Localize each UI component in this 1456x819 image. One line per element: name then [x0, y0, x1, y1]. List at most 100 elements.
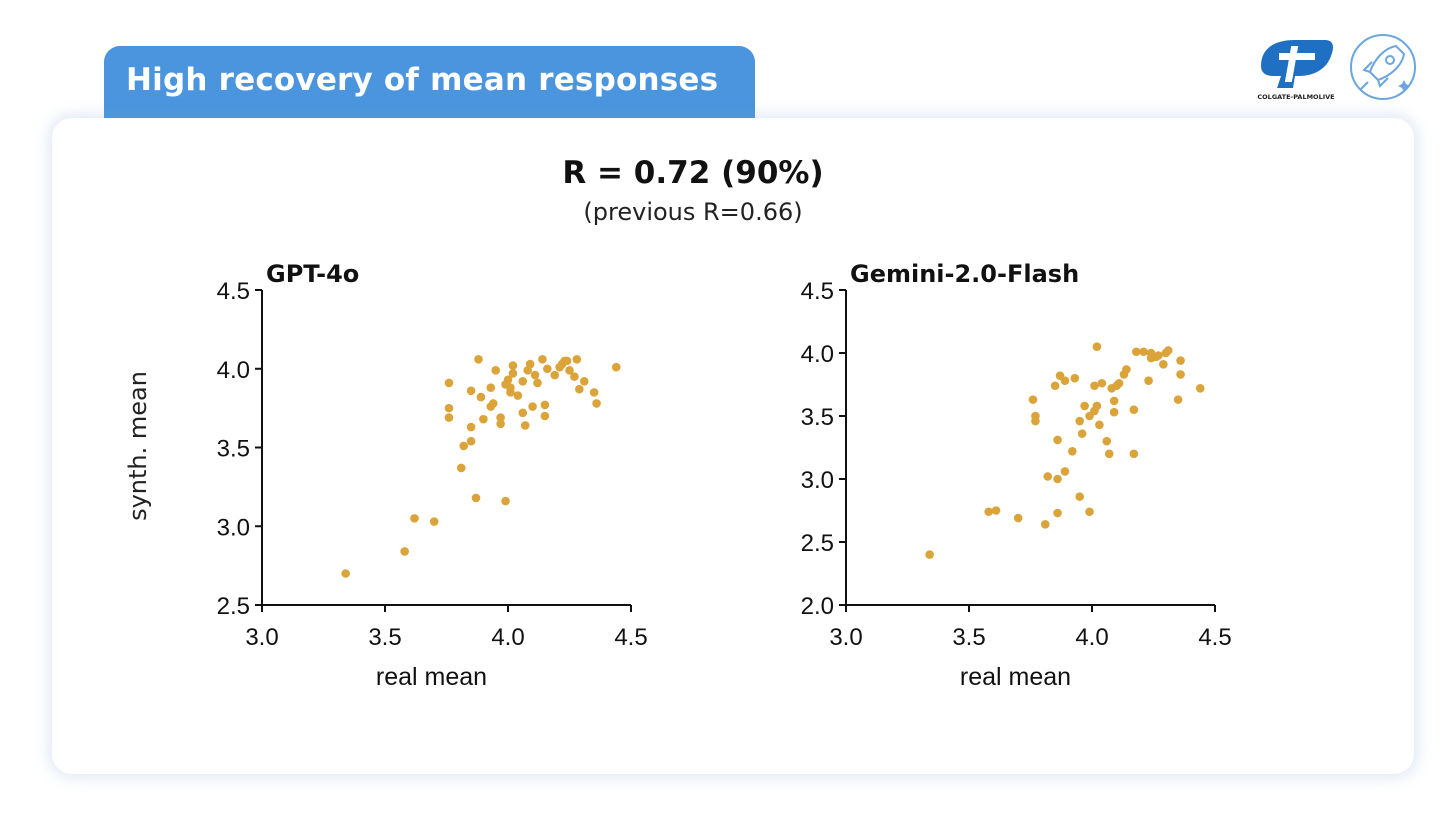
data-point [1195, 383, 1205, 393]
data-point [466, 386, 476, 396]
data-point [1173, 395, 1183, 404]
correlation-headline: R = 0.72 (90%) [562, 155, 824, 191]
data-point [513, 391, 523, 400]
data-point [496, 413, 505, 422]
chart-title: Gemini-2.0-Flash [850, 260, 1079, 288]
data-point [530, 370, 540, 380]
data-point [1109, 407, 1119, 417]
data-point [479, 414, 488, 424]
y-tick-label: 3.0 [217, 514, 250, 541]
data-point [1075, 492, 1084, 501]
data-point [476, 392, 486, 402]
data-point [1080, 401, 1089, 411]
data-point [525, 359, 535, 369]
data-point [508, 361, 518, 370]
data-point [1077, 429, 1087, 438]
data-point [991, 506, 1001, 515]
data-point [444, 403, 454, 413]
data-point [444, 378, 454, 388]
data-point [486, 383, 496, 392]
content-card [52, 118, 1414, 774]
data-point [1092, 401, 1102, 411]
data-point [1060, 376, 1070, 386]
data-point [466, 436, 476, 446]
data-point [1043, 472, 1053, 481]
data-point [1095, 420, 1104, 430]
slide-title: High recovery of mean responses [126, 62, 719, 98]
data-point [540, 411, 550, 421]
y-tick-label: 4.0 [801, 341, 834, 368]
data-point [1075, 416, 1084, 426]
y-tick-label: 2.5 [801, 530, 834, 557]
colgate-palmolive-logo-icon: COLGATE-PALMOLIVE [1257, 40, 1335, 101]
data-point [1139, 347, 1148, 357]
colgate-logo-text: COLGATE-PALMOLIVE [1257, 93, 1334, 101]
y-tick-label: 2.5 [217, 593, 250, 620]
data-point [1163, 346, 1173, 355]
data-point [984, 507, 993, 517]
data-point [1068, 446, 1077, 456]
x-tick-label: 4.0 [491, 624, 524, 651]
rocket-icon [1350, 34, 1416, 100]
x-tick-label: 4.0 [1075, 624, 1108, 651]
data-point [444, 413, 454, 422]
x-tick-label: 3.5 [368, 624, 401, 651]
y-tick-label: 4.5 [217, 278, 250, 305]
data-point [540, 400, 550, 410]
data-point [1031, 411, 1040, 421]
x-tick-label: 3.0 [829, 624, 862, 651]
data-point [1028, 395, 1038, 404]
data-point [474, 355, 483, 364]
gemini-2-flash-scatter-plot: 3.0 3.5 4.0 4.5 2.0 2.5 3.0 3.5 4.0 4.5 Gemini-2.0… [801, 260, 1232, 691]
data-point [1102, 436, 1112, 446]
data-point [538, 355, 547, 364]
data-point [520, 421, 530, 430]
x-axis-label: real mean [960, 663, 1071, 691]
data-point [1176, 356, 1185, 365]
data-point [488, 399, 498, 408]
data-point [543, 364, 552, 374]
data-point [501, 496, 510, 506]
data-point [508, 369, 518, 378]
y-tick-label: 3.0 [801, 467, 834, 494]
data-point [1085, 507, 1094, 517]
data-point [459, 441, 469, 451]
data-point [1013, 513, 1023, 523]
x-axis-label: real mean [376, 663, 487, 691]
data-point [506, 383, 515, 392]
data-point [575, 384, 584, 394]
previous-correlation: (previous R=0.66) [583, 198, 803, 226]
data-point [1040, 520, 1050, 529]
y-tick-label: 4.0 [217, 357, 250, 384]
data-point [1104, 449, 1114, 459]
data-point [589, 388, 599, 397]
y-tick-label: 3.5 [217, 436, 250, 463]
x-tick-label: 3.5 [952, 624, 985, 651]
data-point [466, 422, 476, 432]
gpt-4o-scatter-plot: 3.0 3.5 4.0 4.5 2.5 3.0 3.5 4.0 4.5 GPT-4o real me… [217, 260, 648, 691]
data-point [341, 569, 350, 578]
x-tick-label: 4.5 [1198, 624, 1231, 651]
y-tick-label: 4.5 [801, 278, 834, 305]
data-point [1053, 435, 1062, 445]
data-point [518, 377, 528, 386]
data-point [1114, 378, 1124, 388]
shared-y-axis-label: synth. mean [124, 371, 152, 521]
data-point [1129, 449, 1139, 459]
data-point [1144, 376, 1153, 386]
data-point [429, 517, 439, 526]
data-point [1154, 351, 1163, 360]
data-point [496, 419, 505, 429]
data-point [562, 356, 572, 366]
data-point [1131, 347, 1141, 357]
y-tick-label: 3.5 [801, 404, 834, 431]
data-point [518, 408, 528, 418]
data-point [1122, 365, 1131, 374]
data-point [503, 375, 513, 385]
data-point [1070, 373, 1080, 383]
title-tab [104, 46, 755, 124]
data-point [1109, 396, 1119, 406]
data-point [1060, 467, 1070, 476]
data-point [592, 399, 601, 408]
x-tick-label: 3.0 [245, 624, 278, 651]
